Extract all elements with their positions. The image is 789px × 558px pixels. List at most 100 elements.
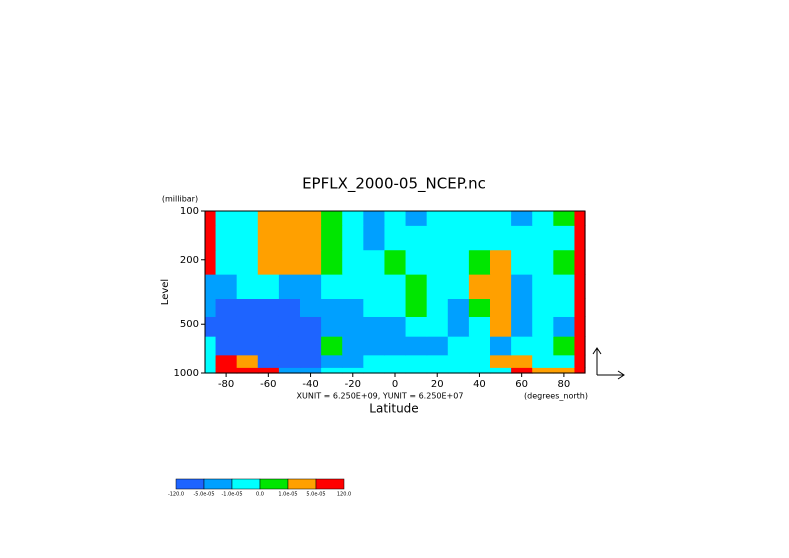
field-cell [490, 354, 512, 368]
field-cell [278, 316, 301, 337]
field-cell [490, 225, 512, 251]
colorbar-swatch [203, 478, 233, 490]
field-cell [532, 249, 554, 275]
y-tick-label: 1000 [174, 368, 199, 379]
field-cell [257, 249, 280, 275]
field-cell [321, 249, 343, 275]
field-cell [300, 316, 322, 337]
field-cell [405, 298, 428, 317]
field-cell [511, 274, 533, 300]
field-cell [511, 225, 533, 251]
field-cell [278, 354, 301, 368]
field-cell [405, 354, 428, 368]
field-cell [363, 298, 386, 317]
field-cell [426, 211, 449, 226]
field-cell [447, 367, 470, 374]
field-cell [384, 316, 407, 337]
field-cell [511, 298, 533, 317]
field-cell [257, 316, 280, 337]
field-cell [236, 225, 259, 251]
field-cell [384, 274, 407, 300]
field-cell [511, 336, 533, 356]
field-cell [574, 298, 586, 317]
field-cell [215, 211, 238, 226]
field-cell [384, 298, 407, 317]
field-cell [205, 298, 217, 317]
field-cell [532, 211, 554, 226]
field-cell [511, 249, 533, 275]
field-cell [278, 249, 301, 275]
field-cell [468, 225, 491, 251]
colorbar-swatch [315, 478, 345, 490]
y-tick-label: 100 [180, 206, 199, 217]
field-cell [468, 298, 491, 317]
field-cell [553, 336, 576, 356]
y-axis-label: Level [160, 279, 171, 305]
field-cell [257, 367, 280, 374]
field-cell [321, 225, 343, 251]
field-cell [447, 211, 470, 226]
x-tick-label: -60 [260, 379, 276, 390]
field-cell [447, 298, 470, 317]
field-cell [405, 367, 428, 374]
field-cell [447, 354, 470, 368]
colorbar-label: -1.0e-05 [222, 492, 243, 498]
field-cell [236, 316, 259, 337]
field-cell [215, 336, 238, 356]
y-tick-label: 200 [180, 255, 199, 266]
field-cell [468, 211, 491, 226]
field-cell [215, 316, 238, 337]
field-cell [490, 249, 512, 275]
field-cell [342, 225, 364, 251]
field-cell [236, 274, 259, 300]
colorbar-label: 5.0e-05 [306, 492, 325, 498]
field-cell [468, 274, 491, 300]
field-cell [205, 211, 217, 226]
field-cell [321, 316, 343, 337]
field-cell [342, 367, 364, 374]
field-cell [321, 354, 343, 368]
field-cell [447, 274, 470, 300]
field-cell [236, 367, 259, 374]
field-cell [384, 354, 407, 368]
field-cell [236, 336, 259, 356]
field-cell [405, 316, 428, 337]
field-cell [257, 298, 280, 317]
field-cell [553, 298, 576, 317]
field-cell [468, 354, 491, 368]
field-cell [426, 249, 449, 275]
field-cell [532, 316, 554, 337]
field-cell [363, 274, 386, 300]
field-cell [553, 316, 576, 337]
field-cell [426, 274, 449, 300]
field-cell [300, 249, 322, 275]
field-cell [300, 225, 322, 251]
field-cell [257, 336, 280, 356]
x-tick-label: -40 [302, 379, 318, 390]
field-cell [321, 298, 343, 317]
field-cell [257, 274, 280, 300]
field-cell [278, 336, 301, 356]
field-cell [257, 211, 280, 226]
field-cell [511, 211, 533, 226]
field-cell [574, 354, 586, 368]
x-tick-label: 60 [515, 379, 528, 390]
field-cell [553, 211, 576, 226]
field-cell [300, 354, 322, 368]
field-cell [511, 316, 533, 337]
colorbar-label: -5.0e-05 [194, 492, 215, 498]
field-cell [532, 225, 554, 251]
field-cell [426, 225, 449, 251]
colorbar-label: 0.0 [256, 492, 264, 498]
field-cell [363, 367, 386, 374]
field-cell [574, 249, 586, 275]
field-cell [321, 367, 343, 374]
field-cell [511, 367, 533, 374]
field-cell [490, 274, 512, 300]
y-tick-label: 500 [180, 319, 199, 330]
field-cell [553, 225, 576, 251]
field-cell [426, 367, 449, 374]
field-cell [321, 336, 343, 356]
field-cell [490, 336, 512, 356]
field-cell [236, 298, 259, 317]
